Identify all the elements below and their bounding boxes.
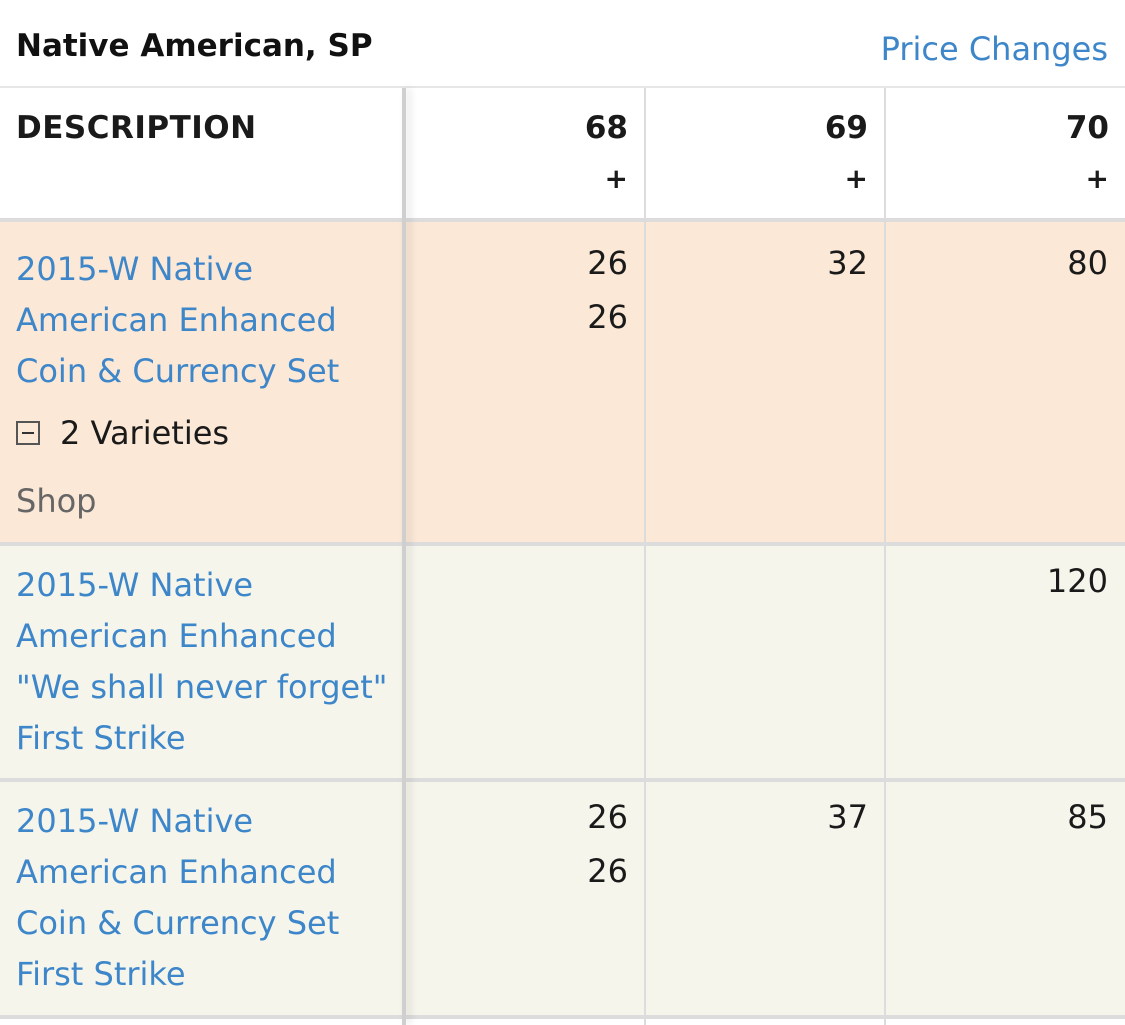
column-divider xyxy=(884,88,886,1025)
row-divider xyxy=(0,1015,1125,1019)
price-table: DESCRIPTION 68 + 69 + 70 + 2015-W Native… xyxy=(0,88,1125,1025)
grade-70-value: 85 xyxy=(1067,798,1108,836)
row-description-link[interactable]: 2015-W Native American Enhanced Coin & C… xyxy=(16,250,340,390)
table-row: 2015-W Native American Enhanced Coin & C… xyxy=(0,782,1125,1015)
row-description-link[interactable]: 2015-W Native American Enhanced "We shal… xyxy=(16,566,388,757)
grade-70-value: 80 xyxy=(1067,244,1108,282)
grade-70-value: 120 xyxy=(1046,562,1108,600)
column-divider xyxy=(644,88,646,1025)
description-column-header[interactable]: DESCRIPTION xyxy=(0,88,404,220)
grade-68-value: 26 xyxy=(587,244,628,282)
table-row: 2015-W Native American Enhanced Coin & C… xyxy=(0,222,1125,542)
grade-68-value-alt: 26 xyxy=(587,298,628,336)
page-header: Native American, SP Price Changes xyxy=(0,0,1125,88)
grade-68-plus: + xyxy=(604,162,628,195)
grade-68-value-alt: 26 xyxy=(587,852,628,890)
header-divider xyxy=(0,218,1125,222)
grade-69-value: 32 xyxy=(827,244,868,282)
column-divider-frozen xyxy=(402,88,406,1025)
collapse-icon[interactable] xyxy=(16,421,40,445)
grade-69-plus: + xyxy=(844,162,868,195)
grade-68-label: 68 xyxy=(584,110,628,146)
grade-68-column-header[interactable]: 68 + xyxy=(406,88,644,220)
description-header-label: DESCRIPTION xyxy=(16,110,257,146)
row-divider xyxy=(0,778,1125,782)
grade-70-column-header[interactable]: 70 + xyxy=(886,88,1125,220)
grade-68-value: 26 xyxy=(587,798,628,836)
shop-link[interactable]: Shop xyxy=(16,482,97,520)
price-changes-link[interactable]: Price Changes xyxy=(880,30,1108,68)
grade-69-label: 69 xyxy=(824,110,868,146)
varieties-toggle[interactable]: 2 Varieties xyxy=(16,414,229,452)
grade-69-value: 37 xyxy=(827,798,868,836)
page-title: Native American, SP xyxy=(16,28,373,64)
grade-70-label: 70 xyxy=(1065,110,1109,146)
grade-70-plus: + xyxy=(1085,162,1109,195)
row-description-link[interactable]: 2015-W Native American Enhanced Coin & C… xyxy=(16,802,340,993)
varieties-label: 2 Varieties xyxy=(60,414,230,452)
grade-69-column-header[interactable]: 69 + xyxy=(646,88,884,220)
table-row: 2015-W Native American Enhanced "We shal… xyxy=(0,546,1125,778)
row-divider xyxy=(0,542,1125,546)
